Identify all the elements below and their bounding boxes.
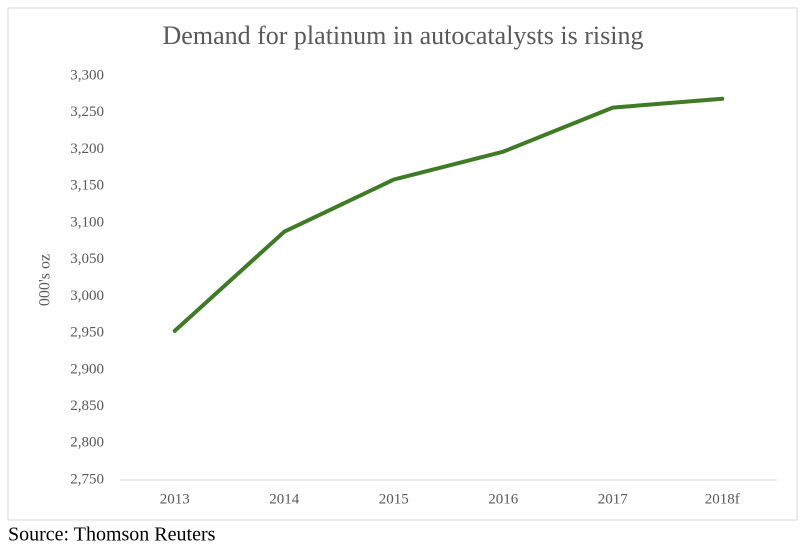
x-tick-label: 2015 <box>379 491 409 507</box>
y-tick-label: 2,750 <box>70 471 104 487</box>
y-tick-label: 3,050 <box>70 251 104 267</box>
y-tick-label: 3,100 <box>70 214 104 230</box>
y-tick-label: 3,250 <box>70 104 104 120</box>
y-tick-label: 2,800 <box>70 435 104 451</box>
y-tick-label: 2,850 <box>70 398 104 414</box>
x-tick-label: 2017 <box>598 491 629 507</box>
y-tick-label: 3,200 <box>70 141 104 157</box>
x-tick-label: 2018f <box>705 491 740 507</box>
y-tick-label: 3,000 <box>70 288 104 304</box>
x-tick-label: 2013 <box>160 491 190 507</box>
chart-title: Demand for platinum in autocatalysts is … <box>163 21 644 50</box>
data-line <box>172 96 725 333</box>
y-tick-label: 2,900 <box>70 361 104 377</box>
y-tick-label: 2,950 <box>70 325 104 341</box>
source: Source: Thomson Reuters <box>8 524 216 546</box>
y-tick-label: 3,300 <box>70 67 104 83</box>
y-tick-label: 3,150 <box>70 178 104 194</box>
x-tick-label: 2016 <box>488 491 519 507</box>
y-axis-label: 000's oz <box>37 254 54 306</box>
chart-border <box>7 7 798 521</box>
x-tick-label: 2014 <box>269 491 300 507</box>
